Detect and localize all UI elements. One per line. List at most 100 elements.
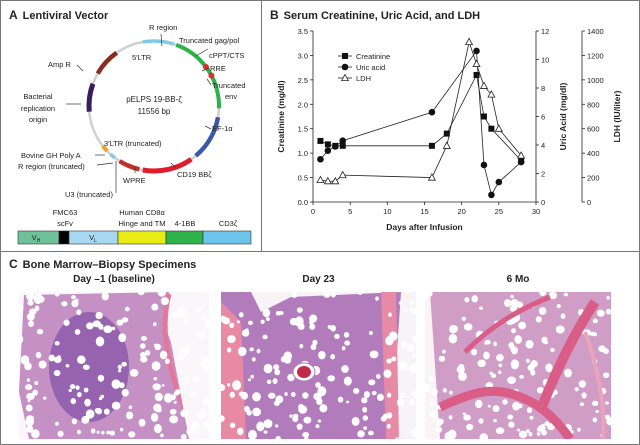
fat-vacuole <box>24 384 33 391</box>
y-tick-label-creatinine: 1.5 <box>298 125 308 134</box>
fat-vacuole <box>221 384 226 391</box>
data-point <box>316 175 325 184</box>
fat-vacuole <box>402 365 408 371</box>
fat-vacuole <box>464 297 470 303</box>
fat-vacuole <box>95 336 105 347</box>
fat-vacuole <box>20 355 30 365</box>
fat-vacuole <box>512 401 521 411</box>
fat-vacuole <box>592 417 598 423</box>
fat-vacuole <box>140 335 147 341</box>
fat-vacuole <box>169 408 177 415</box>
fat-vacuole <box>151 361 161 371</box>
fat-vacuole <box>447 429 457 439</box>
fat-vacuole <box>495 427 505 435</box>
fat-vacuole <box>330 354 336 360</box>
fat-vacuole <box>322 292 331 298</box>
fat-vacuole <box>140 352 146 358</box>
x-tick-label: 10 <box>383 207 391 216</box>
fat-vacuole <box>477 360 481 365</box>
fat-vacuole <box>182 319 188 326</box>
fat-vacuole <box>313 392 322 401</box>
fat-vacuole <box>479 433 489 439</box>
fat-vacuole <box>492 405 500 412</box>
fat-vacuole <box>498 363 503 368</box>
fat-vacuole <box>318 350 326 360</box>
construct-cd3z: CD3ζ <box>219 219 238 228</box>
fat-vacuole <box>317 419 322 423</box>
fat-vacuole <box>106 430 111 435</box>
data-point <box>338 170 347 179</box>
fat-vacuole <box>76 309 82 316</box>
fat-vacuole <box>25 415 35 423</box>
data-point <box>517 158 525 166</box>
fat-vacuole <box>157 292 166 297</box>
fat-vacuole <box>591 400 599 407</box>
label-env-2: env <box>225 92 237 101</box>
panel-c-title-text: Bone Marrow–Biopsy Specimens <box>22 259 197 271</box>
segment-cd8a <box>117 230 167 245</box>
fat-vacuole <box>95 311 103 320</box>
fat-vacuole <box>357 430 365 438</box>
fat-vacuole <box>152 383 161 391</box>
biopsy-image-6mo <box>425 292 611 439</box>
fat-vacuole <box>302 392 309 399</box>
fat-vacuole <box>169 415 179 424</box>
fat-vacuole <box>128 405 133 410</box>
fat-vacuole <box>560 313 566 319</box>
fat-vacuole <box>160 297 169 306</box>
fat-vacuole <box>371 390 377 396</box>
label-ori-1: Bacterial <box>23 92 53 101</box>
fat-vacuole <box>538 307 547 315</box>
cd19-arc <box>142 157 193 174</box>
panel-c-letter: C <box>9 257 18 271</box>
fat-vacuole <box>438 355 446 362</box>
construct-scfv: scFv <box>57 219 73 228</box>
fat-vacuole <box>510 294 514 299</box>
fat-vacuole <box>153 376 158 381</box>
panel-a-lentiviral-vector: A Lentiviral Vector R region 5′LTR Trunca… <box>0 0 262 252</box>
fat-vacuole <box>449 390 453 395</box>
fat-vacuole <box>388 312 392 317</box>
y-tick-label-ldh: 400 <box>587 149 600 158</box>
fat-vacuole <box>237 427 244 436</box>
fat-vacuole <box>103 325 113 334</box>
fat-vacuole <box>90 428 96 434</box>
fat-vacuole <box>265 317 270 322</box>
fat-vacuole <box>118 382 125 389</box>
fat-vacuole <box>429 411 437 419</box>
data-point <box>332 143 339 150</box>
fat-vacuole <box>544 421 550 427</box>
fat-vacuole <box>493 418 497 423</box>
fat-vacuole <box>274 400 280 407</box>
fat-vacuole <box>42 396 47 400</box>
fat-vacuole <box>98 396 103 401</box>
fat-vacuole <box>252 392 261 402</box>
fat-vacuole <box>161 384 165 387</box>
fat-vacuole <box>425 383 432 392</box>
construct-fmc63: FMC63 <box>53 208 78 217</box>
fat-vacuole <box>101 430 105 435</box>
fat-vacuole <box>327 325 332 330</box>
construct-hinge: Hinge and TM <box>119 219 166 228</box>
y-tick-label-uric: 0 <box>541 198 545 207</box>
fat-vacuole <box>109 430 116 436</box>
fat-vacuole <box>596 309 605 317</box>
rre-marker <box>208 72 215 79</box>
label-cd19-bbz: CD19 BBζ <box>177 170 212 179</box>
label-u3: U3 (truncated) <box>65 190 113 199</box>
legend-marker <box>340 73 350 81</box>
panel-a-title: A Lentiviral Vector <box>9 8 108 22</box>
fat-vacuole <box>71 295 76 300</box>
ori-arc <box>86 82 96 112</box>
fat-vacuole <box>68 388 72 393</box>
fat-vacuole <box>289 414 293 418</box>
fat-vacuole <box>604 414 611 420</box>
fat-vacuole <box>518 321 527 330</box>
fat-vacuole <box>226 347 232 353</box>
fat-vacuole <box>463 323 473 331</box>
fat-vacuole <box>57 430 64 437</box>
x-tick-label: 0 <box>311 207 315 216</box>
fat-vacuole <box>150 412 159 422</box>
fat-vacuole <box>232 380 242 391</box>
data-point <box>428 108 436 116</box>
